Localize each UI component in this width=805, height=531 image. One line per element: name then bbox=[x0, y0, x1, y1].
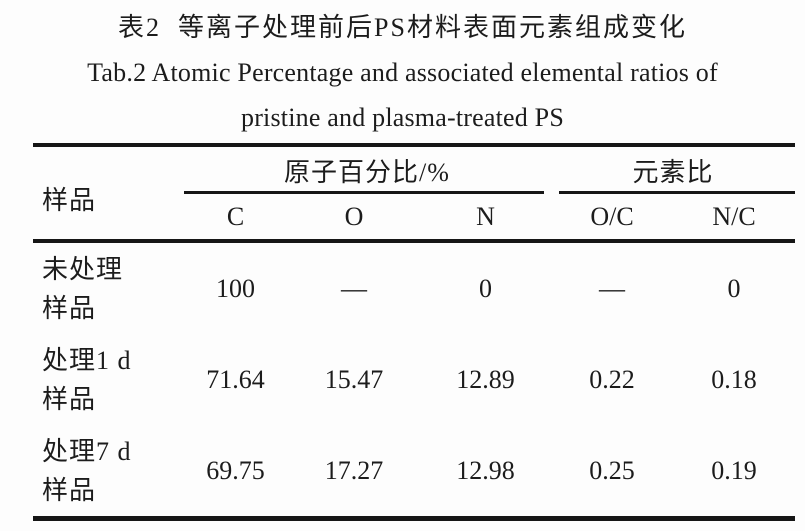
header-columns-row: C O N O/C N/C bbox=[33, 194, 796, 243]
table-row-untreated: 未处理 样品 100 — 0 — 0 bbox=[33, 243, 795, 334]
sample-name-line1: 处理7 d bbox=[42, 436, 132, 466]
value-oc: — bbox=[599, 273, 625, 303]
column-group-atomic-percentage: 原子百分比/% bbox=[183, 147, 551, 194]
table-caption: 表2 等离子处理前后PS材料表面元素组成变化 Tab.2 Atomic Perc… bbox=[0, 0, 805, 140]
caption-chinese: 表2 等离子处理前后PS材料表面元素组成变化 bbox=[118, 13, 687, 42]
sample-name-line2: 样品 bbox=[42, 293, 97, 323]
value-c: 100 bbox=[216, 273, 255, 303]
value-oc: 0.25 bbox=[589, 455, 635, 485]
sample-name-line2: 样品 bbox=[42, 384, 97, 414]
table-row-treated-1d: 处理1 d 样品 71.64 15.47 12.89 0.22 0.18 bbox=[33, 334, 795, 425]
caption-english-line2: pristine and plasma-treated PS bbox=[241, 103, 564, 132]
value-oc: 0.22 bbox=[589, 364, 635, 394]
sample-name-line2: 样品 bbox=[42, 475, 97, 505]
value-c: 71.64 bbox=[206, 364, 265, 394]
header-group-row: 样品 原子百分比/% 元素比 bbox=[33, 147, 796, 243]
value-o: — bbox=[341, 273, 367, 303]
elemental-composition-table: 样品 原子百分比/% 元素比 C O N O/C N/C 未处理 样品 100 … bbox=[33, 143, 796, 521]
value-o: 15.47 bbox=[324, 364, 384, 394]
value-n: 12.98 bbox=[456, 455, 515, 485]
column-header-o: O bbox=[288, 194, 420, 243]
column-group-element-ratio: 元素比 bbox=[551, 147, 796, 194]
value-n: 12.89 bbox=[456, 364, 515, 394]
column-header-nc: N/C bbox=[673, 194, 796, 243]
value-o: 17.27 bbox=[324, 455, 384, 485]
value-n: 0 bbox=[479, 273, 492, 303]
sample-name-line1: 未处理 bbox=[42, 254, 124, 284]
sample-name-line1: 处理1 d bbox=[42, 345, 132, 375]
sample-name: 未处理 样品 bbox=[33, 243, 183, 334]
sample-name: 处理7 d 样品 bbox=[33, 425, 183, 516]
value-nc: 0 bbox=[727, 273, 741, 303]
table-row-treated-7d: 处理7 d 样品 69.75 17.27 12.98 0.25 0.19 bbox=[33, 425, 795, 516]
value-nc: 0.19 bbox=[711, 455, 757, 485]
column-header-oc: O/C bbox=[551, 194, 673, 243]
caption-english-line1: Tab.2 Atomic Percentage and associated e… bbox=[87, 58, 718, 87]
column-header-sample: 样品 bbox=[33, 147, 183, 243]
value-c: 69.75 bbox=[206, 455, 265, 485]
value-nc: 0.18 bbox=[711, 364, 757, 394]
sample-name: 处理1 d 样品 bbox=[33, 334, 183, 425]
column-header-c: C bbox=[183, 194, 288, 243]
column-header-n: N bbox=[420, 194, 551, 243]
